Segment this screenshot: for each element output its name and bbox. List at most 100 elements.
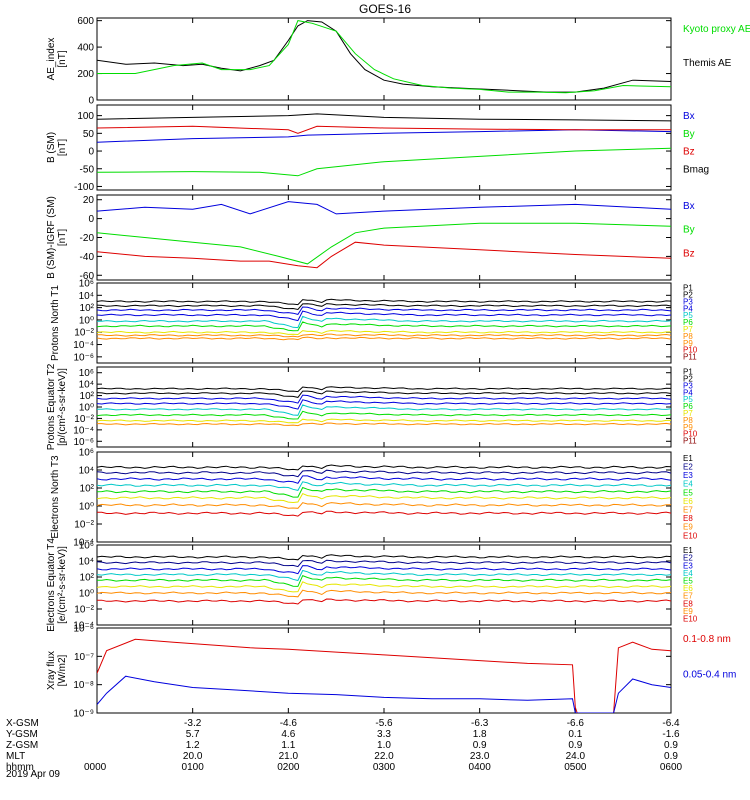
series-line-e7 xyxy=(97,502,671,509)
series-line-bx xyxy=(97,201,671,215)
axis-row-value: -6.3 xyxy=(471,718,489,729)
y-tick-label: 10⁻⁶ xyxy=(73,352,94,363)
y-tick-label: 10⁰ xyxy=(79,502,94,513)
y-tick-label: -40 xyxy=(80,252,95,263)
axis-row-label-hhmm: hhmm xyxy=(6,762,34,773)
y-tick-label: 10⁻⁴ xyxy=(73,425,94,436)
panel-frame xyxy=(96,17,672,101)
y-tick-label: 10⁰ xyxy=(79,315,94,326)
axis-row-value: 3.3 xyxy=(377,729,391,740)
series-line-e5 xyxy=(97,574,671,587)
y-tick-label: 10⁶ xyxy=(79,448,94,459)
series-line-p7 xyxy=(97,418,671,424)
axis-row-value: -1.6 xyxy=(662,729,680,740)
series-group xyxy=(97,638,671,713)
series-line-e4 xyxy=(97,481,671,491)
series-group xyxy=(97,386,671,427)
y-tick-label: 20 xyxy=(83,195,95,206)
y-tick-label: 200 xyxy=(77,69,94,80)
panel-frame xyxy=(96,366,672,448)
legend-p2: P2 xyxy=(683,374,693,383)
figure-title: GOES-16 xyxy=(359,2,411,16)
y-tick-label: 600 xyxy=(77,16,94,27)
legend-p7: P7 xyxy=(683,409,693,418)
y-tick-label: 10⁰ xyxy=(79,589,94,600)
series-line-e2 xyxy=(97,559,671,568)
y-tick-label: 400 xyxy=(77,43,94,54)
legend-e8: E8 xyxy=(683,514,693,523)
axis-row-value: 21.0 xyxy=(279,751,299,762)
y-axis-title: Electrons North T3 xyxy=(50,455,61,539)
y-tick-label: 10⁻² xyxy=(74,414,94,425)
series-line-e1 xyxy=(97,464,671,471)
series-line-p5 xyxy=(97,404,671,416)
legend-p10: P10 xyxy=(683,430,698,439)
series-line-0-05-0-4-nm xyxy=(97,675,671,713)
legend-p3: P3 xyxy=(683,381,693,390)
series-line-bz xyxy=(97,241,671,269)
series-line-p4 xyxy=(97,399,671,410)
y-tick-label: 10⁻⁸ xyxy=(73,680,94,691)
legend-p6: P6 xyxy=(683,402,693,411)
panel-frame xyxy=(96,627,672,714)
series-line-kyoto-proxy-ae xyxy=(97,20,671,94)
series-line-p3 xyxy=(97,394,671,404)
axis-row-value: 5.7 xyxy=(186,729,200,740)
legend-by: By xyxy=(683,225,695,236)
axis-row-value: 0.9 xyxy=(473,740,487,751)
series-line-e1 xyxy=(97,554,671,561)
series-line-p7 xyxy=(97,329,671,336)
axis-row-value: 24.0 xyxy=(566,751,586,762)
legend-e9: E9 xyxy=(683,523,693,532)
legend-p11: P11 xyxy=(683,437,697,446)
legend-e2: E2 xyxy=(683,554,693,563)
legend-p9: P9 xyxy=(683,339,693,348)
legend-e8: E8 xyxy=(683,599,693,608)
panel-8: 10⁻⁶ 10⁻⁷ 10⁻⁸ 10⁻⁹ Xray flux[W/m2] 0.1-0.8 n… xyxy=(46,624,736,720)
series-line-e7 xyxy=(97,589,671,598)
series-line-p8 xyxy=(97,333,671,338)
series-group xyxy=(97,298,671,341)
axis-row-value: -5.6 xyxy=(375,718,393,729)
series-line-e4 xyxy=(97,569,671,582)
y-tick-label: -20 xyxy=(80,233,95,244)
legend-e4: E4 xyxy=(683,480,693,489)
legend-bz: Bz xyxy=(683,147,695,158)
legend-e1: E1 xyxy=(683,454,693,463)
series-line-p1 xyxy=(97,298,671,306)
date-label: 2019 Apr 09 xyxy=(6,769,60,780)
panel-2: -100 -50 0 50 100 B (SM)[nT] Bx By Bz Bmag xyxy=(46,104,709,193)
axis-row-value: -4.6 xyxy=(280,718,298,729)
legend-p2: P2 xyxy=(683,290,693,299)
series-line-by xyxy=(97,222,671,265)
series-line-p2 xyxy=(97,303,671,311)
axis-row-value: 0.1 xyxy=(568,729,582,740)
axis-row-value: 0000 xyxy=(84,762,107,773)
series-line-e8 xyxy=(97,510,671,517)
axis-row-value: 0200 xyxy=(277,762,300,773)
series-group xyxy=(97,554,671,605)
legend-p3: P3 xyxy=(683,297,693,306)
panel-3: -60 -40 -20 0 20 B (SM)-IGRF (SM)[nT] Bx By Bz xyxy=(46,194,695,282)
y-tick-label: 10² xyxy=(80,573,95,584)
series-line-e6 xyxy=(97,492,671,504)
series-line-e6 xyxy=(97,581,671,593)
y-tick-label: 10⁻⁶ xyxy=(73,624,94,635)
legend-kyoto-proxy-ae: Kyoto proxy AE xyxy=(683,24,750,35)
legend-e5: E5 xyxy=(683,576,693,585)
series-line-e3 xyxy=(97,475,671,484)
y-tick-label: 10⁻² xyxy=(74,605,94,616)
legend-by: By xyxy=(683,129,695,140)
axis-row-label-z-gsm: Z-GSM xyxy=(6,740,38,751)
axis-row-value: 20.0 xyxy=(183,751,203,762)
legend-themis-ae: Themis AE xyxy=(683,58,732,69)
y-tick-label: 10⁴ xyxy=(79,557,94,568)
legend-p10: P10 xyxy=(683,346,698,355)
y-tick-label: 10⁻⁴ xyxy=(73,340,94,351)
series-line-bx xyxy=(97,129,671,143)
legend-p9: P9 xyxy=(683,423,693,432)
series-group xyxy=(97,20,671,94)
axis-row-value: 1.2 xyxy=(186,740,200,751)
series-line-p3 xyxy=(97,306,671,315)
axis-row-value: 23.0 xyxy=(470,751,490,762)
